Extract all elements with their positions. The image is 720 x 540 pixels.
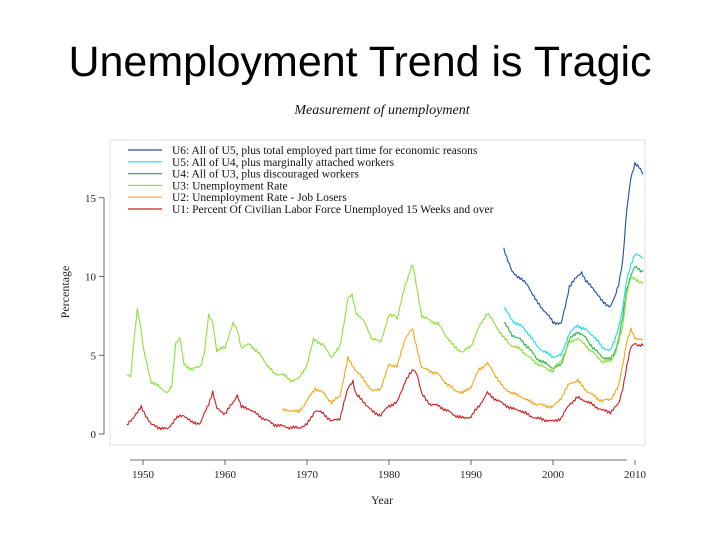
- x-tick-label: 2010: [624, 469, 647, 481]
- chart-title: Measurement of unemployment: [293, 103, 470, 118]
- y-axis-ticks: 0 5 10 15: [85, 193, 104, 441]
- legend-entry: U5: All of U4, plus marginally attached …: [172, 157, 395, 169]
- series-line-u5: [503, 253, 644, 359]
- slide-title: Unemployment Trend is Tragic: [68, 38, 652, 86]
- y-tick-label: 10: [85, 272, 97, 284]
- y-axis-label: Percentage: [58, 266, 72, 319]
- series-line-u6: [503, 161, 644, 326]
- series-line-u4: [503, 265, 644, 369]
- series-line-u3: [126, 264, 644, 394]
- x-axis-ticks: 1950 1960 1970 1980 1990 2000 2010: [132, 460, 647, 481]
- x-tick-label: 1990: [460, 469, 483, 481]
- series-line-u1: [126, 343, 644, 431]
- x-tick-label: 1980: [378, 469, 401, 481]
- x-tick-label: 1950: [132, 469, 155, 481]
- y-tick-label: 15: [85, 193, 97, 205]
- legend: U6: All of U5, plus total employed part …: [128, 145, 494, 216]
- x-tick-label: 2000: [542, 469, 565, 481]
- legend-entry: U1: Percent Of Civilian Labor Force Unem…: [172, 204, 494, 216]
- legend-entry: U2: Unemployment Rate - Job Losers: [172, 192, 347, 204]
- x-tick-label: 1960: [214, 469, 237, 481]
- plot-frame: [109, 139, 646, 446]
- series-lines: [126, 161, 644, 431]
- legend-entry: U3: Unemployment Rate: [172, 180, 288, 192]
- x-tick-label: 1970: [296, 469, 319, 481]
- y-tick-label: 0: [91, 429, 97, 441]
- legend-entry: U4: All of U3, plus discouraged workers: [172, 169, 359, 181]
- legend-entry: U6: All of U5, plus total employed part …: [172, 145, 478, 157]
- series-line-u2: [281, 327, 644, 414]
- x-axis-label: Year: [371, 493, 393, 507]
- y-tick-label: 5: [91, 350, 97, 362]
